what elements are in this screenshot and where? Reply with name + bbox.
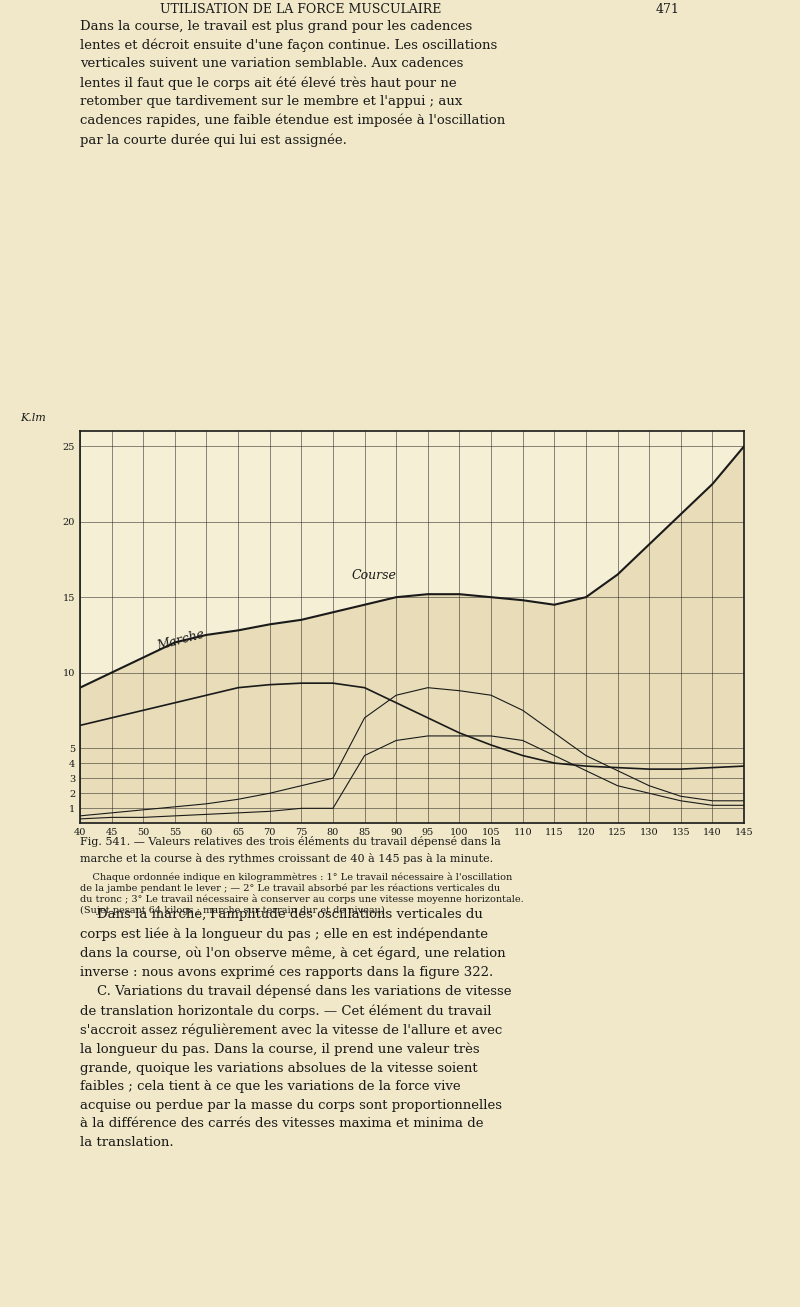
- Text: UTILISATION DE LA FORCE MUSCULAIRE: UTILISATION DE LA FORCE MUSCULAIRE: [160, 3, 442, 16]
- Text: 471: 471: [656, 3, 680, 16]
- Text: marche et la course à des rythmes croissant de 40 à 145 pas à la minute.: marche et la course à des rythmes croiss…: [80, 853, 493, 864]
- Text: Dans la marche, l'amplitude des oscillations verticales du
corps est liée à la l: Dans la marche, l'amplitude des oscillat…: [80, 908, 511, 1149]
- Text: Dans la course, le travail est plus grand pour les cadences
lentes et décroit en: Dans la course, le travail est plus gran…: [80, 20, 506, 146]
- Text: K.lm: K.lm: [21, 413, 46, 423]
- Text: Chaque ordonnée indique en kilogrammètres : 1° Le travail nécessaire à l'oscilla: Chaque ordonnée indique en kilogrammètre…: [80, 872, 524, 915]
- Text: Fig. 541. — Valeurs relatives des trois éléments du travail dépensé dans la: Fig. 541. — Valeurs relatives des trois …: [80, 836, 501, 847]
- Text: Course: Course: [352, 569, 397, 582]
- Text: Marche: Marche: [156, 627, 206, 654]
